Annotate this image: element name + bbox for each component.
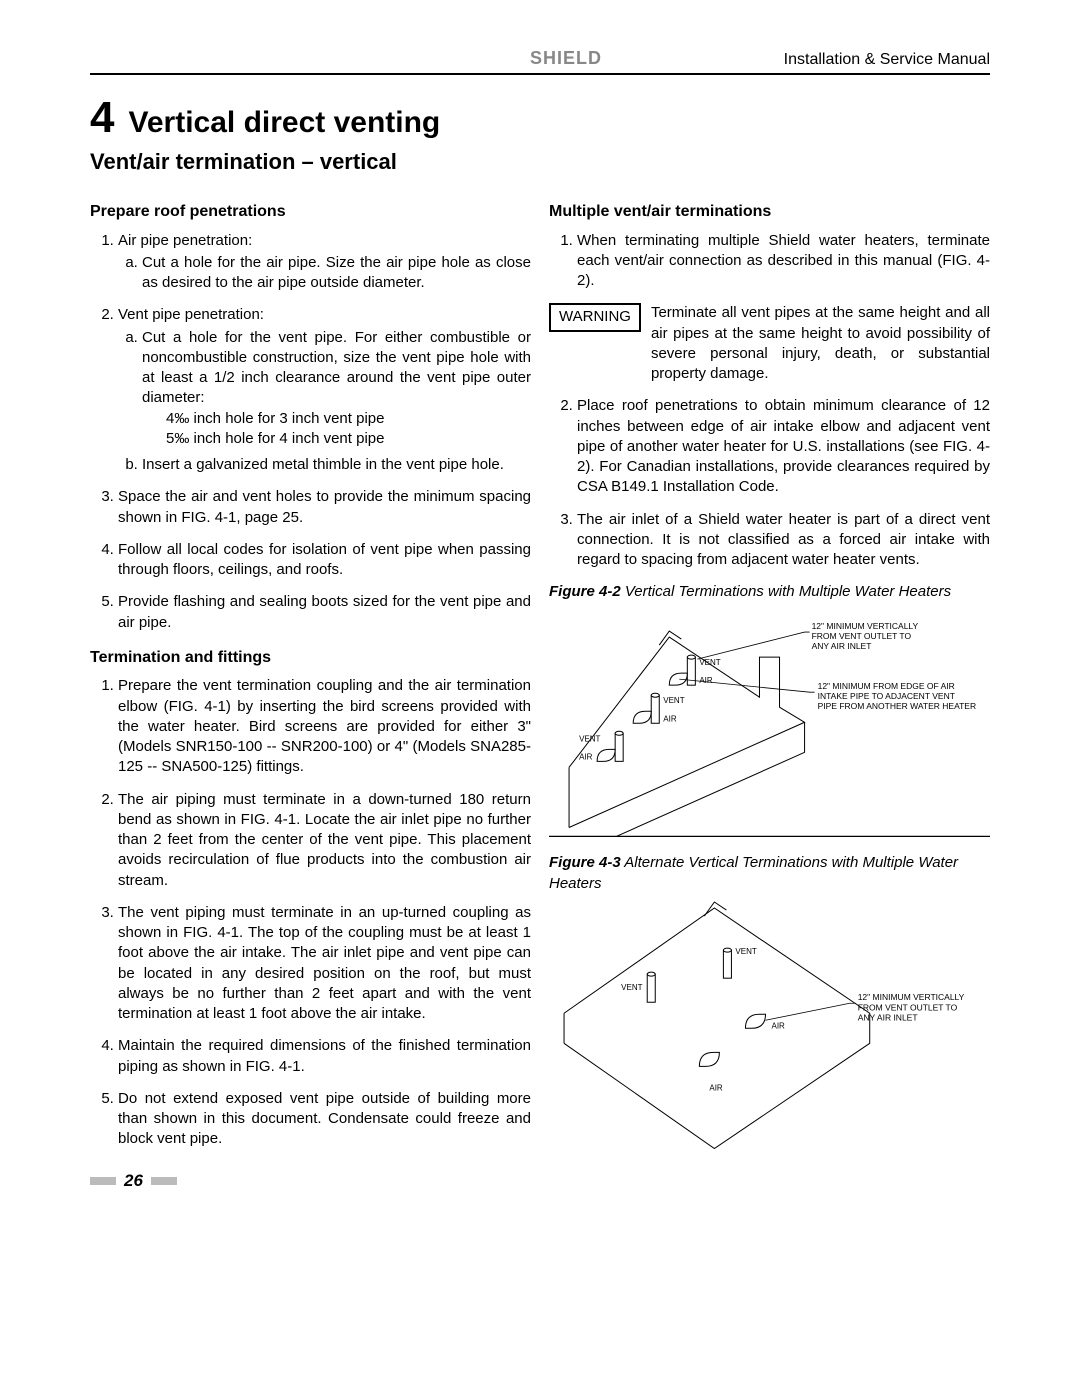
figure-4-2-diagram: VENT AIR VENT AIR VENT AIR 12" MINIMUM V… [549, 607, 990, 838]
footer-bar-icon [151, 1177, 177, 1185]
page-footer: 26 [90, 1171, 177, 1191]
subhead-multiple: Multiple vent/air terminations [549, 201, 990, 223]
callout-line: FROM VENT OUTLET TO [812, 631, 912, 641]
air-label: AIR [579, 752, 593, 761]
subhead-prepare: Prepare roof penetrations [90, 201, 531, 223]
spec-line: 5‰ inch hole for 4 inch vent pipe [166, 429, 531, 449]
figure-caption: Figure 4-3 Alternate Vertical Terminatio… [549, 853, 990, 894]
list-item: Follow all local codes for isolation of … [118, 540, 531, 581]
list-item: Cut a hole for the air pipe. Size the ai… [142, 253, 531, 294]
warning-block: WARNING Terminate all vent pipes at the … [549, 303, 990, 384]
air-label: AIR [663, 714, 677, 723]
list-item: Place roof penetrations to obtain minimu… [577, 396, 990, 497]
air-label: AIR [772, 1021, 786, 1030]
vent-label: VENT [699, 658, 720, 667]
page-header: SHIELD Installation & Service Manual [90, 48, 990, 75]
subhead-termination: Termination and fittings [90, 647, 531, 669]
vent-label: VENT [579, 734, 600, 743]
chapter-number: 4 [90, 93, 114, 143]
brand-logo: SHIELD [90, 48, 602, 69]
chapter-title: Vertical direct venting [128, 106, 440, 140]
callout-line: INTAKE PIPE TO ADJACENT VENT [818, 691, 955, 701]
air-label: AIR [709, 1083, 723, 1092]
callout-line: ANY AIR INLET [812, 641, 872, 651]
vent-label: VENT [735, 947, 756, 956]
right-column: Multiple vent/air terminations When term… [549, 197, 990, 1185]
list-item: The air piping must terminate in a down-… [118, 790, 531, 891]
list-item: Do not extend exposed vent pipe outside … [118, 1089, 531, 1150]
spec-line: 4‰ inch hole for 3 inch vent pipe [166, 409, 531, 429]
air-label: AIR [699, 676, 713, 685]
list-item: Insert a galvanized metal thimble in the… [142, 455, 531, 475]
left-column: Prepare roof penetrations Air pipe penet… [90, 197, 531, 1185]
callout-line: ANY AIR INLET [858, 1012, 918, 1022]
list-item: The air inlet of a Shield water heater i… [577, 510, 990, 571]
list-item: Maintain the required dimensions of the … [118, 1036, 531, 1077]
figure-label: Figure 4-2 [549, 583, 621, 600]
list-item: The vent piping must terminate in an up-… [118, 903, 531, 1025]
vent-label: VENT [663, 696, 684, 705]
figure-label: Figure 4-3 [549, 854, 621, 871]
list-item: Space the air and vent holes to provide … [118, 487, 531, 528]
callout-line: PIPE FROM ANOTHER WATER HEATER [818, 701, 977, 711]
page-number: 26 [124, 1171, 143, 1191]
item-lead: Air pipe penetration: [118, 232, 252, 249]
vent-label: VENT [621, 983, 642, 992]
list-item: Cut a hole for the vent pipe. For either… [142, 328, 531, 450]
callout-line: 12" MINIMUM FROM EDGE OF AIR [818, 681, 955, 691]
item-text: Cut a hole for the vent pipe. For either… [142, 329, 531, 407]
chapter-heading: 4 Vertical direct venting [90, 93, 990, 143]
manual-title: Installation & Service Manual [784, 51, 990, 69]
footer-bar-icon [90, 1177, 116, 1185]
item-lead: Vent pipe penetration: [118, 306, 264, 323]
warning-text: Terminate all vent pipes at the same hei… [651, 303, 990, 384]
list-item: Provide flashing and sealing boots sized… [118, 592, 531, 633]
callout-line: 12" MINIMUM VERTICALLY [858, 992, 965, 1002]
section-title: Vent/air termination – vertical [90, 149, 990, 175]
warning-label: WARNING [549, 303, 641, 331]
callout-line: 12" MINIMUM VERTICALLY [812, 621, 919, 631]
figure-desc: Vertical Terminations with Multiple Wate… [621, 583, 951, 600]
list-item: Prepare the vent termination coupling an… [118, 676, 531, 777]
figure-4-3-diagram: VENT VENT AIR AIR 12" MINIMUM VERTICALLY… [549, 898, 990, 1179]
figure-caption: Figure 4-2 Vertical Terminations with Mu… [549, 582, 990, 602]
list-item: When terminating multiple Shield water h… [577, 231, 990, 292]
list-item: Vent pipe penetration: Cut a hole for th… [118, 305, 531, 475]
callout-line: FROM VENT OUTLET TO [858, 1002, 958, 1012]
list-item: Air pipe penetration: Cut a hole for the… [118, 231, 531, 294]
